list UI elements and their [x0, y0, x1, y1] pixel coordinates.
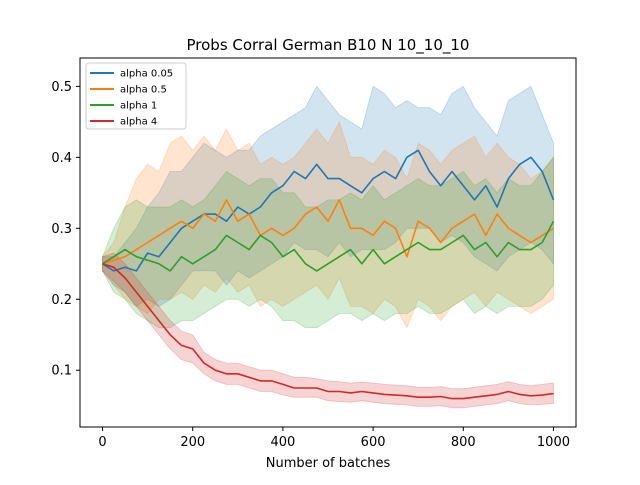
x-tick-label: 800 [451, 435, 476, 450]
band-alpha-4 [102, 252, 554, 409]
y-axis-ticks: 0.1 0.2 0.3 0.4 0.5 [51, 80, 80, 379]
y-tick-label: 0.3 [51, 222, 72, 237]
legend: alpha 0.05 alpha 0.5 alpha 1 alpha 4 [85, 62, 187, 130]
chart-title: Probs Corral German B10 N 10_10_10 [187, 36, 470, 55]
band-alpha-0-05 [102, 85, 554, 307]
series-lines [102, 149, 555, 400]
series-line-alpha-4 [102, 263, 554, 400]
y-tick-label: 0.5 [51, 80, 72, 95]
x-tick-label: 1000 [537, 435, 570, 450]
band-alpha-0-5 [102, 120, 554, 329]
legend-label-alpha-0-5: alpha 0.5 [120, 85, 167, 96]
x-tick-label: 0 [98, 435, 106, 450]
x-tick-label: 400 [270, 435, 295, 450]
legend-label-alpha-0-05: alpha 0.05 [120, 69, 173, 80]
y-tick-label: 0.2 [51, 293, 72, 308]
legend-label-alpha-4: alpha 4 [120, 117, 157, 128]
series-line-alpha-1 [102, 220, 555, 272]
plot-frame [79, 57, 577, 428]
y-tick-label: 0.1 [51, 364, 72, 379]
x-tick-label: 200 [180, 435, 205, 450]
confidence-bands [102, 85, 554, 409]
y-tick-label: 0.4 [51, 151, 72, 166]
x-tick-label: 600 [361, 435, 386, 450]
x-axis-ticks: 0 200 400 600 800 1000 [98, 427, 570, 450]
series-line-alpha-0-05 [102, 149, 555, 272]
x-axis-label: Number of batches [266, 456, 391, 471]
band-alpha-1 [102, 156, 554, 329]
series-line-alpha-0-5 [102, 199, 554, 265]
legend-box [85, 62, 187, 130]
legend-label-alpha-1: alpha 1 [120, 101, 157, 112]
